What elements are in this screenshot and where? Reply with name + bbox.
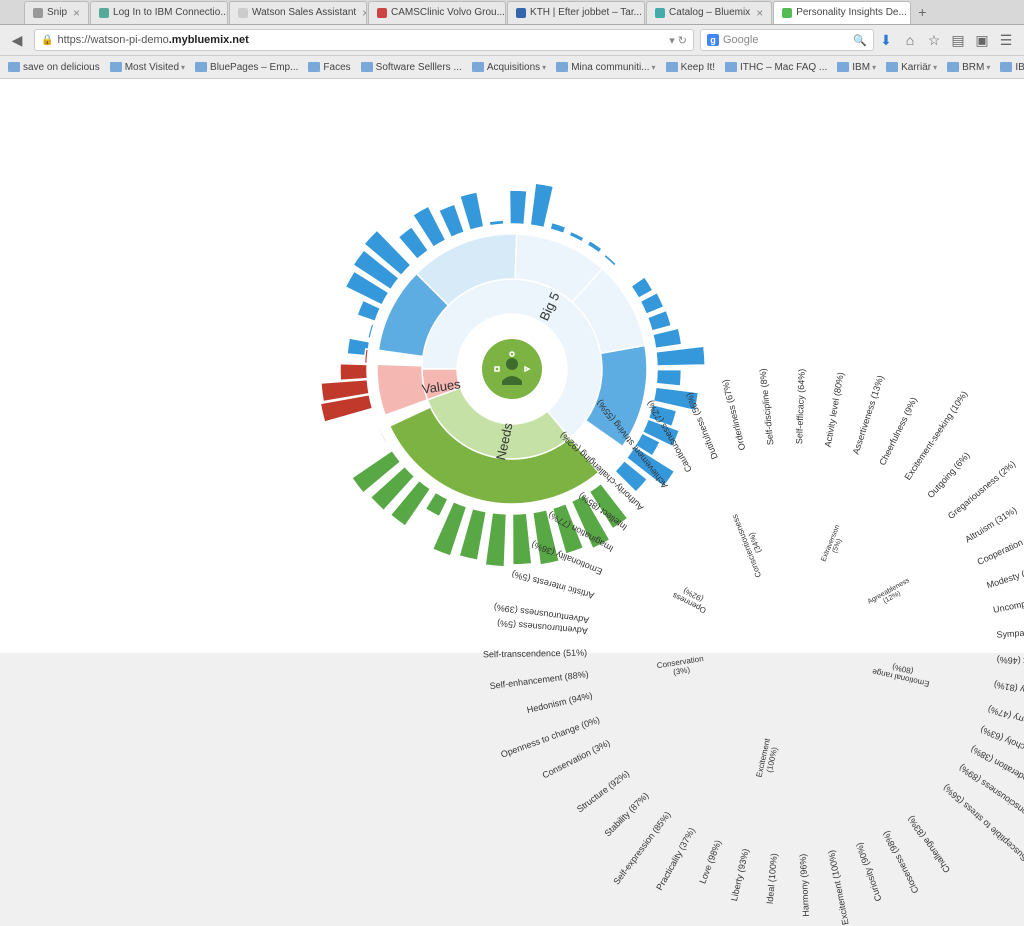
bookmark-label: IBM	[852, 62, 870, 73]
lock-icon: 🔒	[41, 35, 53, 46]
tab-label: Log In to IBM Connectio...	[113, 7, 228, 18]
tab[interactable]: Watson Sales Assistant ×	[229, 1, 367, 24]
back-button[interactable]: ◀	[6, 29, 28, 51]
search-glass-icon: 🔍	[853, 34, 867, 47]
tab[interactable]: Personality Insights De...×	[773, 1, 911, 24]
tab-label: Personality Insights De...	[796, 7, 907, 18]
trait-label: Structure (92%)	[575, 768, 631, 814]
bookmark-label: Keep It!	[681, 62, 715, 73]
trait-label: Ideal (100%)	[765, 853, 779, 905]
trait-label: Self-efficacy (64%)	[794, 369, 807, 445]
bookmark-label: IBM	[1015, 62, 1024, 73]
search-placeholder: Google	[723, 34, 758, 46]
bookmark-item[interactable]: Mina communiti...▾	[556, 62, 655, 73]
bookmark-label: BRM	[962, 62, 984, 73]
bookmark-item[interactable]: Karriär▾	[886, 62, 937, 73]
trait-label: Hedonism (94%)	[526, 690, 594, 715]
trait-label: Activity level (80%)	[823, 371, 846, 448]
reload-icon[interactable]: ▾ ↻	[669, 34, 687, 47]
close-icon[interactable]: ×	[756, 6, 763, 20]
new-tab-button[interactable]: +	[912, 4, 932, 20]
bookmark-item[interactable]: BluePages – Emp...	[195, 62, 298, 73]
trait-label: Liberty (93%)	[729, 848, 751, 902]
bookmark-label: BluePages – Emp...	[210, 62, 298, 73]
trait-label: Conservation (3%)	[541, 738, 612, 781]
list-icon[interactable]: ▤	[949, 31, 967, 49]
close-icon[interactable]: ×	[362, 6, 367, 20]
bookmark-label: Software Selllers ...	[376, 62, 462, 73]
trait-label: Uncompromising (50%)	[992, 587, 1024, 615]
bookmark-item[interactable]: ITHC – Mac FAQ ...	[725, 62, 827, 73]
bookmark-label: Karriär	[901, 62, 931, 73]
bookmark-label: Acquisitions	[487, 62, 540, 73]
trait-label: Curiosity (90%)	[854, 841, 883, 902]
bookmark-label: Faces	[323, 62, 350, 73]
trait-label: Susceptible to stress (56%)	[941, 782, 1024, 863]
bookmark-item[interactable]: Acquisitions▾	[472, 62, 546, 73]
google-icon: g	[707, 34, 719, 46]
trait-label: Harmony (96%)	[798, 853, 811, 916]
tab-label: Snip	[47, 7, 67, 18]
tab-label: KTH | Efter jobbet – Tar...	[530, 7, 642, 18]
star-icon[interactable]: ☆	[925, 31, 943, 49]
trait-label: Altruism (31%)	[963, 505, 1018, 545]
bookmark-label: ITHC – Mac FAQ ...	[740, 62, 827, 73]
bookmark-bar: save on delicious Most Visited▾ BluePages …	[0, 56, 1024, 79]
tab-label: Catalog – Bluemix	[669, 7, 750, 18]
tab[interactable]: KTH | Efter jobbet – Tar...×	[507, 1, 645, 24]
bookmark-label: save on delicious	[23, 62, 100, 73]
url-text: https://watson-pi-demo.mybluemix.net	[57, 34, 248, 46]
home-icon[interactable]: ⌂	[901, 31, 919, 49]
trait-label: Self-transcendence (51%)	[483, 648, 587, 660]
bookmark-item[interactable]: BRM▾	[947, 62, 990, 73]
bookmark-label: Most Visited	[125, 62, 179, 73]
segment-label: Excitement(100%)	[755, 738, 781, 781]
pocket-icon[interactable]: ▣	[973, 31, 991, 49]
bookmark-item[interactable]: Keep It!	[666, 62, 715, 73]
segment-label: Agreeableness(12%)	[867, 577, 915, 612]
bookmark-item[interactable]: IBM▾	[837, 62, 876, 73]
trait-label: Trust (46%)	[996, 655, 1024, 667]
search-input[interactable]: g Google 🔍	[700, 29, 874, 51]
bookmark-item[interactable]: save on delicious	[8, 62, 100, 73]
segment-label: Extraversion(5%)	[820, 524, 848, 565]
bookmark-item[interactable]: Faces	[308, 62, 350, 73]
sunburst-chart: Big 5NeedsValuesOpenness(92%)Conscientio…	[232, 89, 792, 649]
tab[interactable]: CAMSClinic Volvo Grou...×	[368, 1, 506, 24]
url-input[interactable]: 🔒 https://watson-pi-demo.mybluemix.net ▾…	[34, 29, 694, 51]
bookmark-item[interactable]: Most Visited▾	[110, 62, 185, 73]
tab[interactable]: Catalog – Bluemix ×	[646, 1, 772, 24]
person-icon	[482, 339, 542, 399]
close-icon[interactable]: ×	[73, 6, 80, 20]
tab-label: Watson Sales Assistant	[252, 7, 356, 18]
trait-label: Modesty (38%)	[985, 562, 1024, 590]
content: Big 5NeedsValuesOpenness(92%)Conscientio…	[0, 79, 1024, 653]
tab-bar: Snip×Log In to IBM Connectio...×Watson S…	[0, 0, 1024, 25]
tab[interactable]: Snip ×	[24, 1, 89, 24]
bookmark-item[interactable]: IBM▾	[1000, 62, 1024, 73]
tab-label: CAMSClinic Volvo Grou...	[391, 7, 505, 18]
bookmark-label: Mina communiti...	[571, 62, 649, 73]
download-icon[interactable]: ⬇	[877, 31, 895, 49]
trait-label: Assertiveness (13%)	[851, 374, 886, 456]
trait-label: Closeness (98%)	[881, 829, 921, 895]
trait-label: Fiery (81%)	[993, 680, 1024, 698]
trait-label: Cheerfulness (9%)	[877, 396, 919, 467]
trait-label: Outgoing (6%)	[925, 450, 971, 500]
segment-label: Emotional range(80%)	[871, 658, 932, 688]
trait-label: Love (98%)	[697, 839, 723, 886]
trait-label: Sympathy (91%)	[996, 625, 1024, 640]
url-bar: ◀ 🔒 https://watson-pi-demo.mybluemix.net…	[0, 25, 1024, 56]
trait-label: Practicality (37%)	[654, 826, 697, 892]
trait-label: Self-enhancement (88%)	[489, 669, 589, 691]
menu-icon[interactable]: ☰	[997, 31, 1015, 49]
bookmark-item[interactable]: Software Selllers ...	[361, 62, 462, 73]
tab[interactable]: Log In to IBM Connectio...×	[90, 1, 228, 24]
trait-label: Excitement (100%)	[826, 849, 850, 926]
trait-label: Stability (87%)	[602, 790, 650, 838]
trait-label: Challenge (83%)	[905, 814, 952, 875]
segment-label: Conservation(3%)	[656, 654, 705, 679]
